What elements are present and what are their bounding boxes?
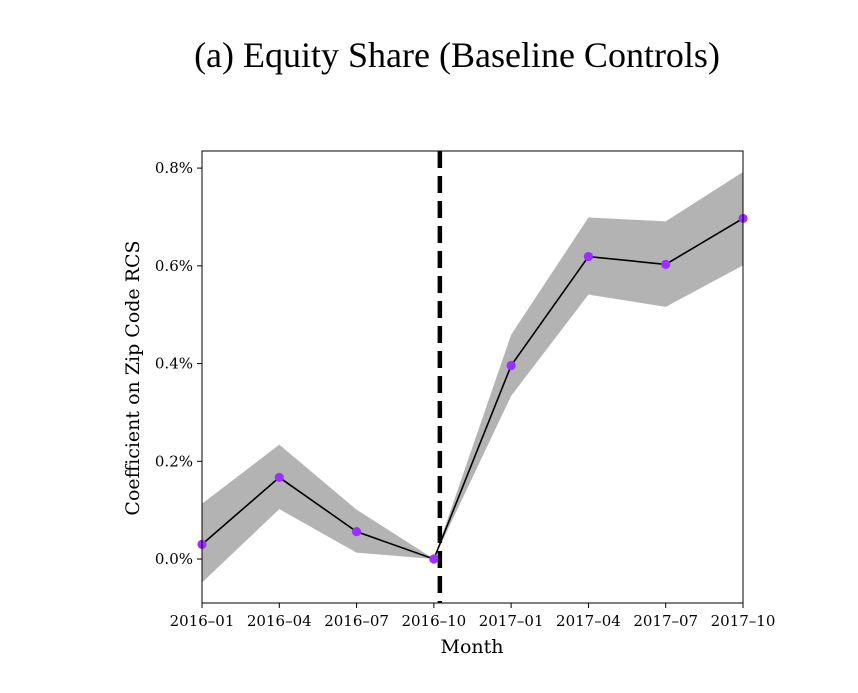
x-tick-label: 2016–04 (247, 612, 312, 630)
x-tick-label: 2017–10 (711, 612, 776, 630)
data-point (429, 554, 439, 564)
plot-area: 0.0% 0.2% 0.4% 0.6% 0.8% 2016–01 2016–04 2016–0… (155, 150, 776, 630)
y-axis-label: Coefficient on Zip Code RCS (122, 240, 144, 515)
x-tick-label: 2017–01 (479, 612, 544, 630)
x-tick-label: 2016–01 (170, 612, 235, 630)
data-point (506, 360, 516, 371)
series-line (201, 217, 744, 561)
data-point (274, 472, 284, 483)
plot-frame (201, 150, 744, 604)
x-tick-label: 2016–10 (401, 612, 466, 630)
x-axis-label: Month (440, 636, 503, 658)
data-point (351, 527, 362, 537)
data-point (661, 259, 671, 269)
x-tick-label: 2017–04 (556, 612, 621, 630)
x-tick-label: 2016–07 (324, 612, 389, 630)
y-tick-label: 0.6% (155, 257, 193, 275)
chart-title: (a) Equity Share (Baseline Controls) (194, 35, 720, 75)
confidence-band (202, 172, 743, 583)
y-tick-label: 0.4% (155, 355, 193, 373)
y-tick-label: 0.2% (155, 452, 193, 470)
x-tick-label: 2017–07 (633, 612, 698, 630)
y-tick-label: 0.0% (155, 550, 193, 568)
y-tick-label: 0.8% (155, 159, 193, 177)
data-point (583, 251, 594, 262)
